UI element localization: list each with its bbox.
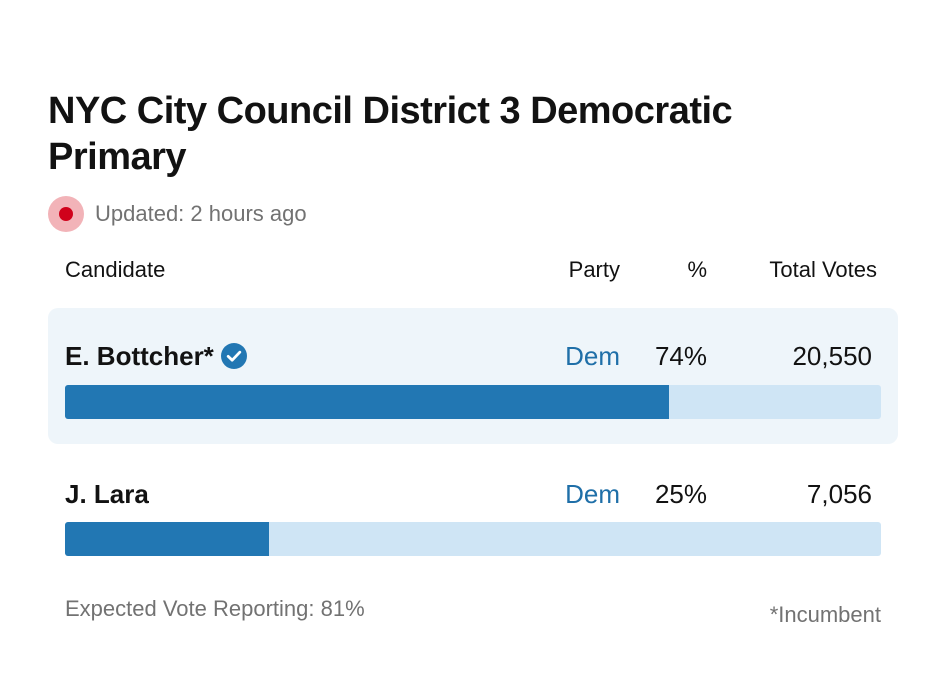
candidate-party: Dem [565,341,620,371]
vote-share-bar [65,522,881,556]
vote-share-bar [65,385,881,419]
candidate-total-votes: 7,056 [806,479,872,509]
live-dot-icon [48,196,84,232]
column-header-party: Party [568,257,620,282]
candidate-name: E. Bottcher* [65,341,214,371]
candidate-total-votes: 20,550 [792,341,872,371]
vote-share-bar-fill [65,522,269,556]
column-header-total-votes: Total Votes [769,257,877,282]
candidate-percent: 74% [654,341,707,371]
column-header-percent: % [687,257,707,282]
column-header-candidate: Candidate [65,257,166,282]
candidate-party: Dem [565,479,620,509]
check-badge-icon [220,343,247,369]
candidate-percent: 25% [654,479,707,509]
candidate-row: J. Lara Dem 25% 7,056 [48,446,898,576]
candidate-row: E. Bottcher* Dem 74% 20,550 [48,308,898,444]
expected-vote-reporting: Expected Vote Reporting: 81% [65,596,365,621]
candidate-name: J. Lara [65,479,149,509]
vote-share-bar-fill [65,385,669,419]
updated-timestamp: Updated: 2 hours ago [95,201,307,226]
incumbent-note: *Incumbent [769,602,881,627]
update-status: Updated: 2 hours ago [48,196,307,232]
page-title: NYC City Council District 3 Democratic P… [48,90,733,178]
